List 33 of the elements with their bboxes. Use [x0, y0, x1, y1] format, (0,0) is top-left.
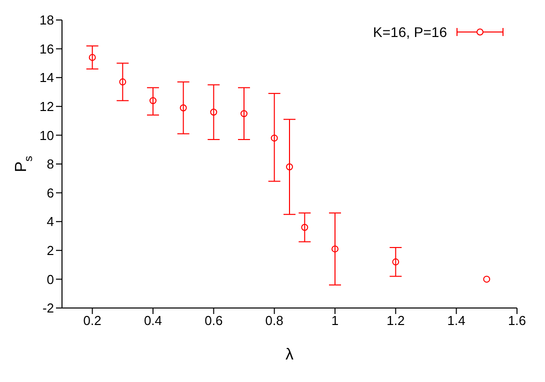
y-tick-label: 14 — [40, 70, 54, 86]
point — [301, 224, 308, 231]
point — [483, 276, 490, 283]
x-tick-label: 0.4 — [144, 313, 162, 328]
point — [119, 78, 126, 86]
x-tick-label: 1 — [331, 313, 339, 328]
x-axis-title: λ — [286, 346, 294, 364]
y-tick-label: 18 — [40, 12, 54, 28]
x-tick-label: 0.2 — [83, 313, 102, 328]
x-tick-label: 0.6 — [204, 313, 223, 328]
point — [392, 258, 400, 266]
x-tick-label: 1.4 — [447, 313, 466, 328]
y-tick-label: 0 — [46, 272, 54, 287]
x-tick-label: 1.2 — [386, 313, 405, 328]
legend-label: K=16, P=16 — [373, 24, 447, 40]
y-tick-label: 6 — [46, 185, 54, 200]
point — [150, 97, 156, 104]
y-tick-label: 4 — [46, 214, 54, 230]
x-tick-label: 1.6 — [508, 313, 526, 328]
y-tick-label: 8 — [46, 156, 54, 172]
point — [286, 163, 293, 170]
y-tick-label: 10 — [40, 128, 54, 143]
point — [180, 104, 187, 112]
point — [332, 245, 338, 252]
y-tick-label: -2 — [42, 300, 54, 316]
point — [270, 134, 278, 142]
y-tick-label: 12 — [40, 99, 54, 114]
x-tick-label: 0.8 — [265, 313, 284, 328]
point — [240, 110, 248, 118]
y-tick-label: 2 — [46, 243, 54, 258]
point — [210, 108, 218, 116]
point — [88, 54, 96, 61]
y-tick-label: 16 — [40, 41, 54, 56]
